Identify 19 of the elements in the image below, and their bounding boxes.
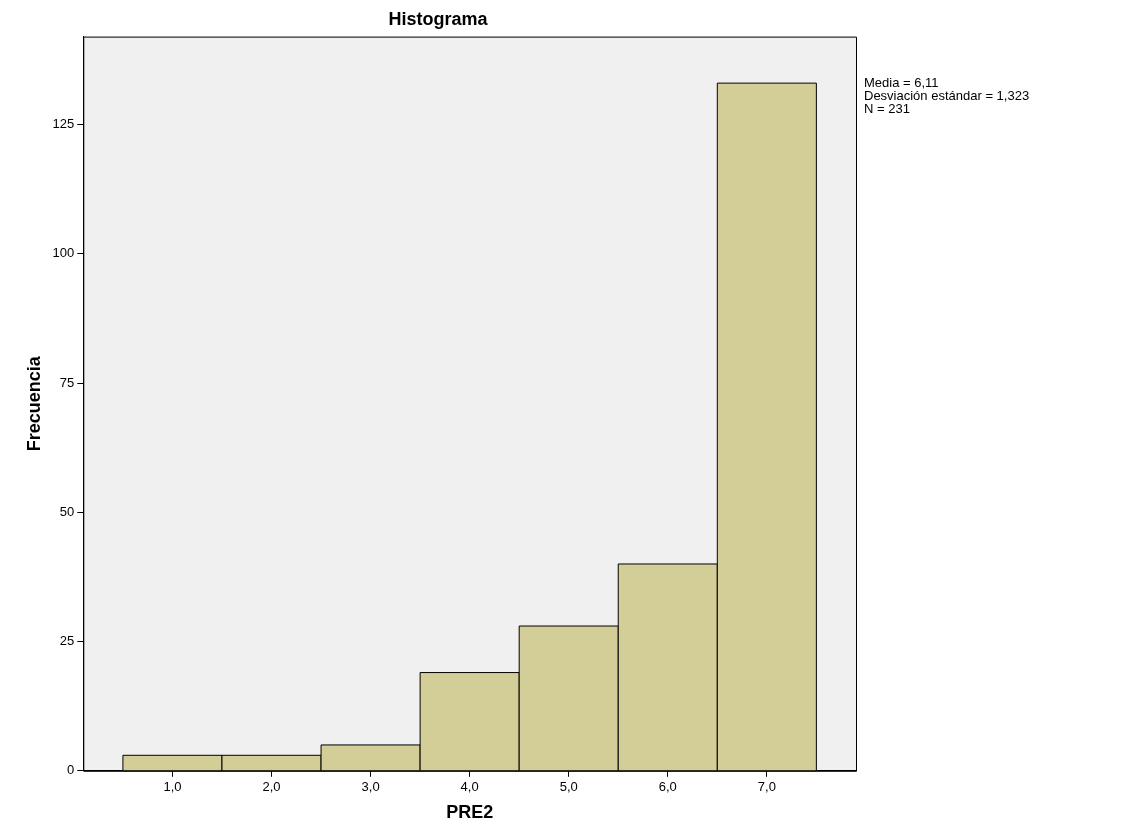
text: N = 231 (864, 100, 910, 116)
x-axis-title: PRE2 (446, 802, 494, 823)
y-tick-label: 25 (59, 633, 75, 649)
x-tick-label: 6,0 (658, 779, 677, 795)
text: Desviación estándar = 1,323 (864, 87, 1030, 103)
text: Media = 6,11 (864, 74, 939, 90)
x-tick-label: 3,0 (361, 779, 380, 795)
x-tick-label: 4,0 (460, 779, 479, 795)
x-tick-label: 1,0 (163, 779, 182, 795)
y-tick-label: 0 (67, 762, 75, 778)
y-tick-label: 125 (52, 116, 75, 132)
x-tick-label: 2,0 (262, 779, 281, 795)
y-tick-label: 75 (59, 374, 75, 390)
y-tick-label: 100 (52, 245, 75, 261)
x-tick-label: 5,0 (559, 779, 578, 795)
y-axis-title: Frecuencia (23, 355, 44, 452)
chart-title: Histograma (388, 8, 489, 29)
x-tick-label: 7,0 (757, 779, 776, 795)
y-tick-label: 50 (59, 503, 75, 519)
